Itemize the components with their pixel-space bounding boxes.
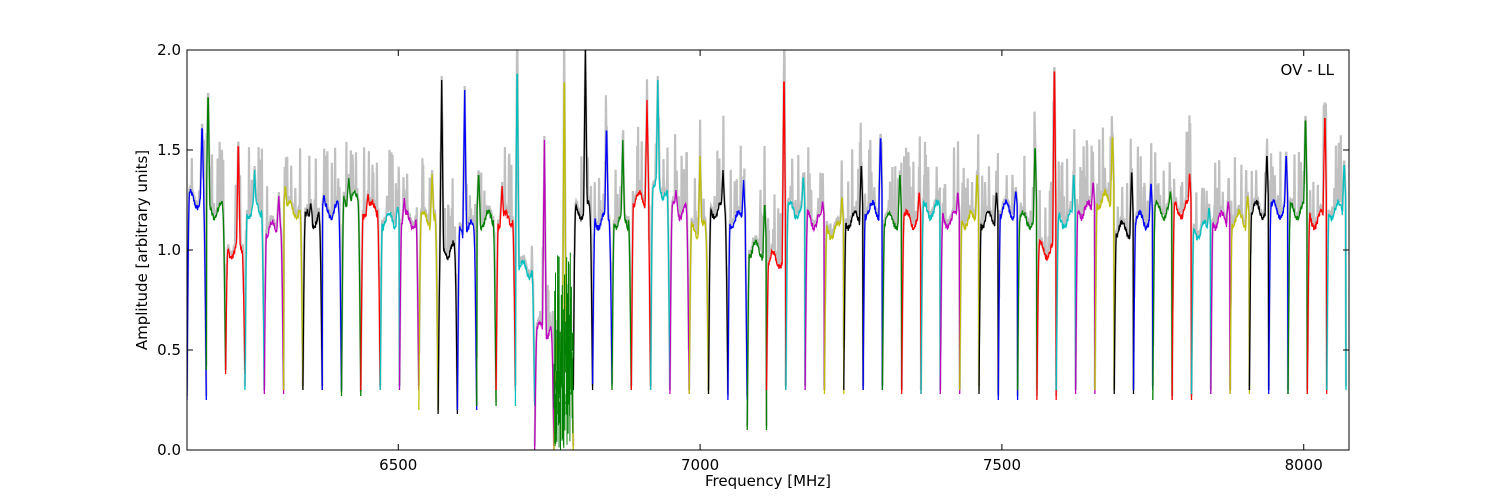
- spw-trace: [1248, 156, 1270, 391]
- spw-trace: [1326, 164, 1347, 391]
- background-trace: [417, 158, 440, 407]
- x-tick-label: 8000: [1285, 456, 1323, 474]
- background-trace: [1229, 157, 1251, 391]
- spw-trace: [959, 174, 980, 391]
- spw-trace: [1036, 71, 1057, 401]
- spw-trace: [881, 174, 903, 391]
- spw-trace: [746, 204, 768, 431]
- spw-trace: [978, 192, 999, 395]
- spw-trace: [591, 130, 613, 385]
- spw-trace: [901, 192, 922, 395]
- spw-trace: [823, 197, 845, 395]
- spw-trace: [1055, 174, 1077, 391]
- spw-trace: [939, 192, 961, 395]
- spw-trace: [398, 197, 420, 391]
- spw-trace: [418, 173, 439, 411]
- spw-trace: [321, 195, 343, 391]
- spw-trace: [205, 97, 227, 371]
- x-tick-label: 7000: [681, 456, 719, 474]
- spw-trace: [476, 174, 497, 407]
- spw-trace: [1287, 120, 1308, 395]
- background-trace: [746, 145, 768, 427]
- spw-trace: [765, 81, 787, 391]
- spw-trace: [707, 169, 729, 395]
- x-tick-label: 7500: [983, 456, 1021, 474]
- spw-trace: [997, 191, 1019, 401]
- spw-trace: [611, 139, 632, 391]
- spw-trace: [1094, 137, 1115, 391]
- spw-trace: [785, 177, 806, 391]
- spw-trace: [1113, 172, 1135, 395]
- background-trace: [1074, 140, 1096, 391]
- spw-trace: [688, 155, 710, 395]
- y-tick-label: 1.5: [157, 141, 181, 159]
- spw-trace: [572, 50, 594, 391]
- y-tick-label: 2.0: [157, 41, 181, 59]
- spw-trace: [1152, 191, 1173, 401]
- spw-trace: [920, 199, 941, 395]
- spw-trace: [862, 138, 884, 391]
- spw-trace: [282, 186, 304, 391]
- y-tick-label: 0.0: [157, 441, 181, 459]
- spw-trace: [630, 99, 652, 391]
- x-axis-label: Frequency [MHz]: [705, 472, 831, 490]
- y-tick-label: 1.0: [157, 241, 181, 259]
- spw-trace: [360, 193, 381, 391]
- spw-trace: [379, 206, 401, 391]
- spw-trace: [727, 179, 748, 401]
- background-trace: [842, 122, 865, 387]
- x-tick-label: 6500: [379, 456, 417, 474]
- spw-trace: [1268, 156, 1289, 395]
- background-trace: [359, 147, 382, 387]
- spw-trace: [495, 185, 517, 391]
- spw-trace: [1306, 118, 1328, 395]
- y-axis-label: Amplitude [arbitrary units]: [133, 150, 151, 350]
- spw-trace: [1210, 201, 1231, 395]
- spw-trace: [649, 79, 671, 391]
- ticks-layer: 6500 7000 7500 8000 0.0 0.5 1.0 1.5 2.0: [157, 41, 1349, 474]
- spw-trace: [1074, 182, 1096, 395]
- y-tick-label: 0.5: [157, 341, 181, 359]
- spw-trace: [437, 79, 459, 415]
- spw-trace: [1132, 183, 1154, 391]
- spw-trace: [843, 166, 864, 391]
- series-layer: [187, 50, 1348, 450]
- spw-trace: [263, 195, 285, 395]
- spw-trace: [456, 89, 478, 411]
- spw-trace: [244, 169, 265, 391]
- background-trace: [919, 141, 942, 391]
- spw-trace: [514, 73, 536, 407]
- spw-trace: [534, 139, 555, 450]
- spw-trace: [804, 201, 826, 391]
- spw-trace: [1190, 208, 1212, 395]
- annotation-label: OV - LL: [1281, 61, 1335, 79]
- spw-trace: [1171, 173, 1193, 401]
- noise-burst: [553, 252, 574, 450]
- spw-trace: [1016, 148, 1038, 391]
- spw-trace: [340, 177, 362, 397]
- spw-trace: [224, 146, 246, 375]
- spw-trace: [187, 128, 207, 401]
- background-trace: [533, 135, 556, 447]
- spw-trace: [1229, 196, 1251, 395]
- spw-trace: [669, 189, 690, 395]
- spw-trace: [302, 203, 323, 391]
